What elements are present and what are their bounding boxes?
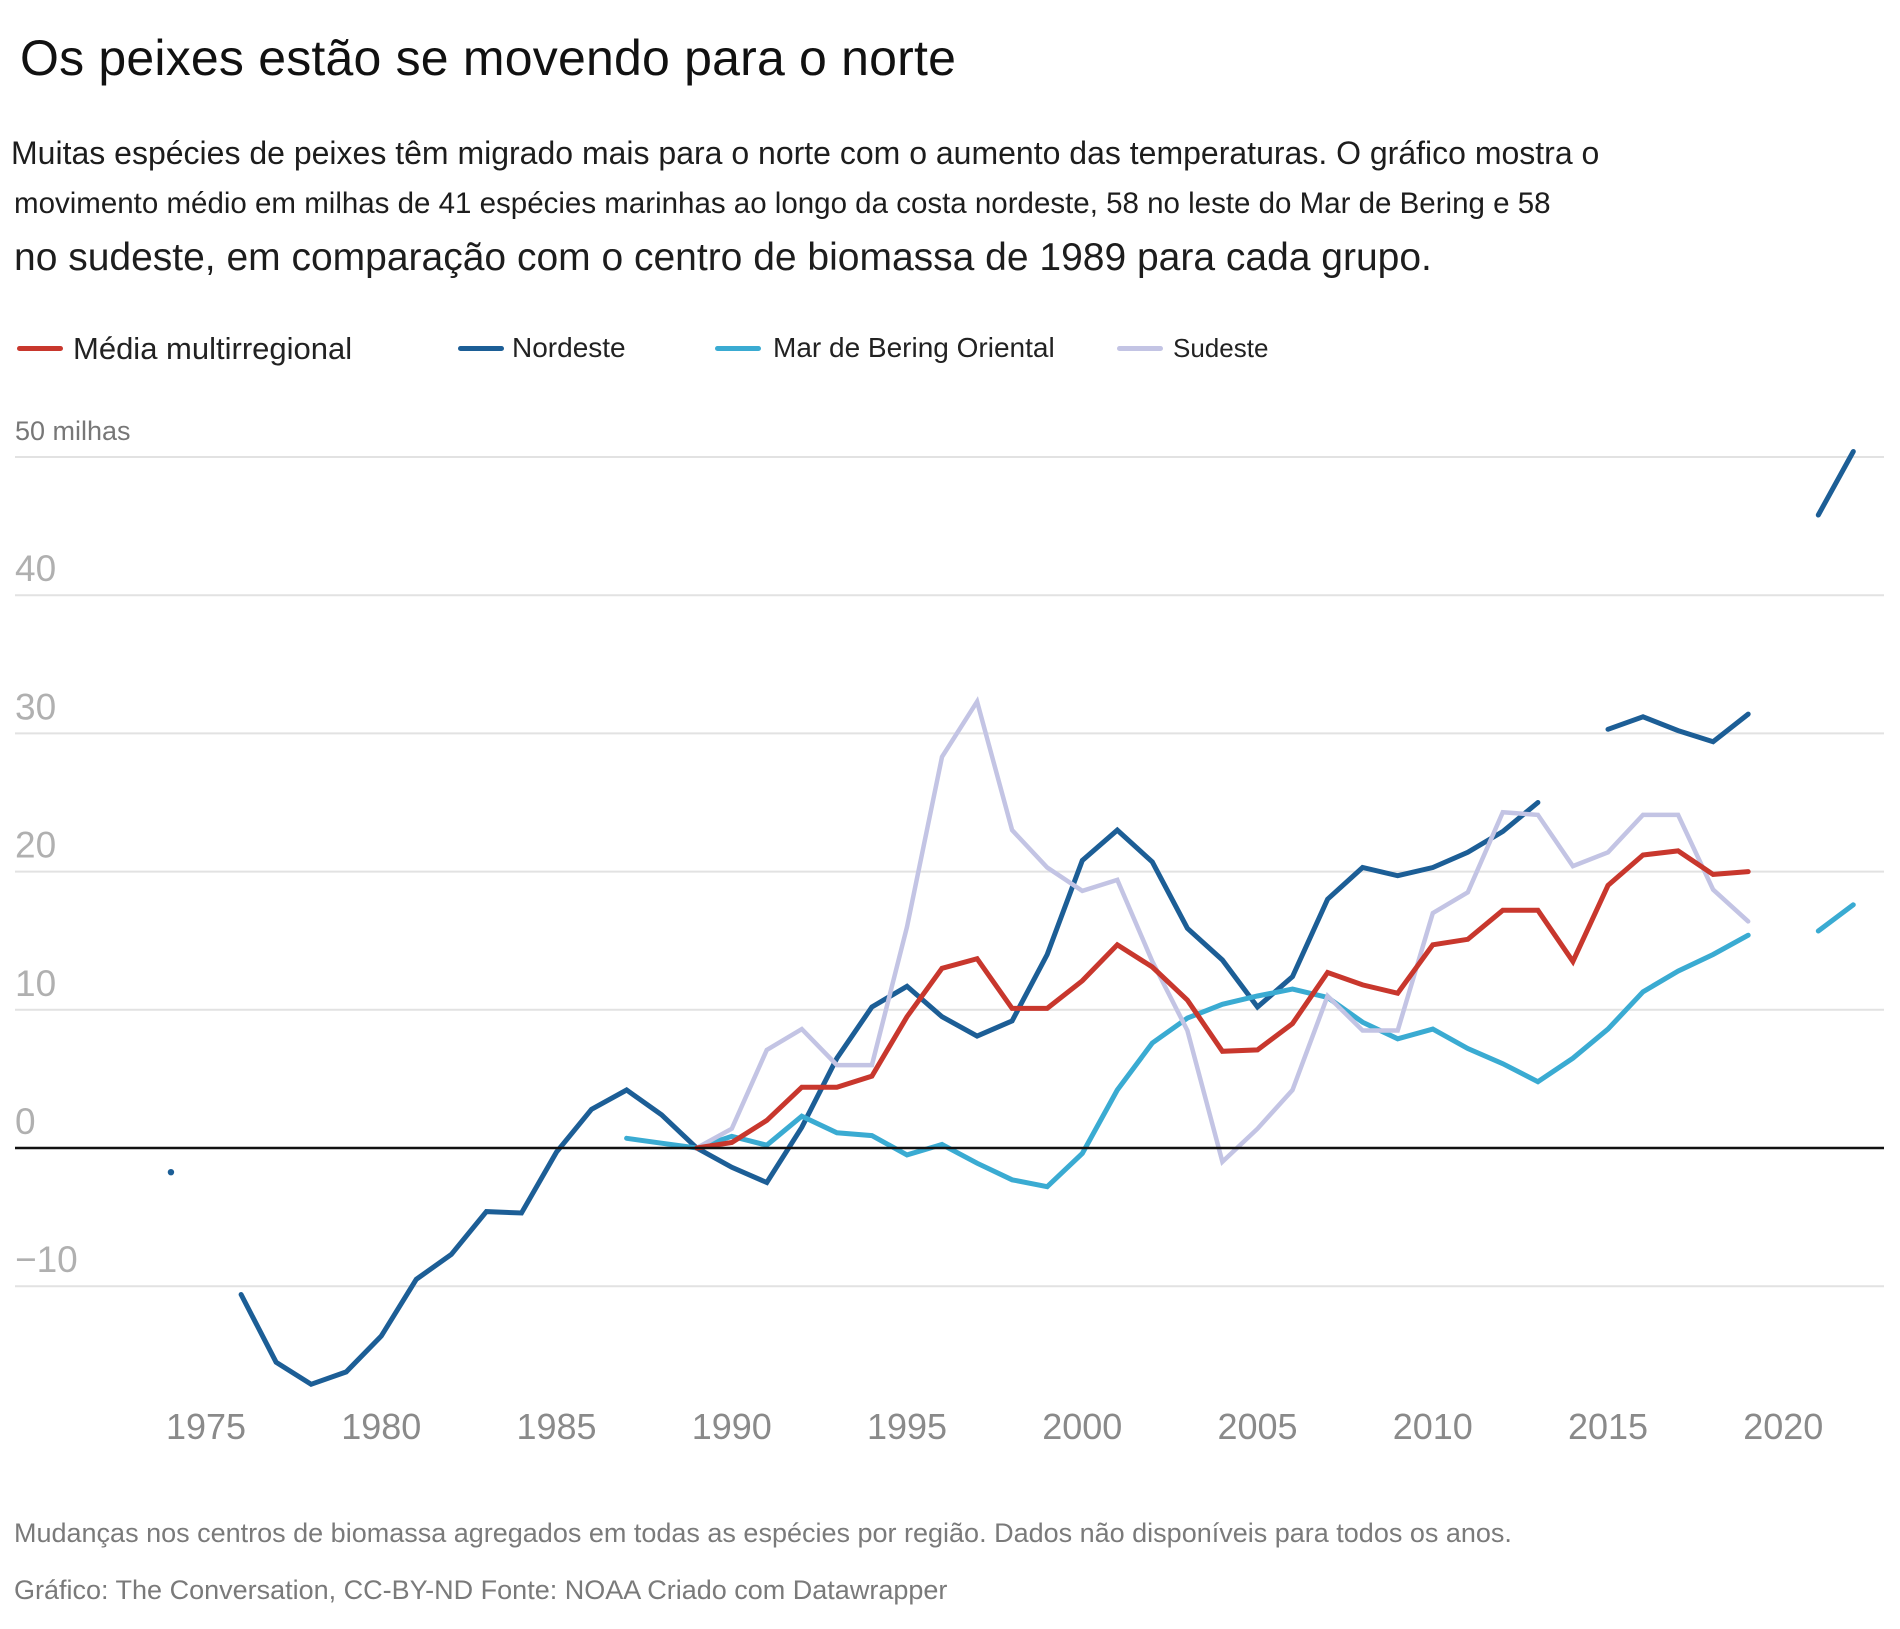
chart-subtitle-line-2: movimento médio em milhas de 41 espécies… xyxy=(14,187,1551,220)
series-line-segment xyxy=(694,848,1751,1151)
legend-item-mar-de-bering: Mar de Bering Oriental xyxy=(715,330,1055,366)
series-line-segment xyxy=(624,932,1751,1190)
y-tick-label: 30 xyxy=(15,686,56,727)
y-tick-label: 10 xyxy=(15,963,56,1004)
legend-label: Média multirregional xyxy=(73,330,353,366)
series-line-segment xyxy=(238,800,1541,1388)
x-tick-label: 2010 xyxy=(1393,1406,1473,1447)
legend-item-media-multirregional: Média multirregional xyxy=(17,330,352,366)
series-line-segment xyxy=(694,696,1751,1167)
series-nordeste xyxy=(167,449,1856,1388)
x-tick-label: 1980 xyxy=(341,1406,421,1447)
chart-subtitle-line-3: no sudeste, em comparação com o centro d… xyxy=(14,236,1432,279)
series-point-isolated xyxy=(167,1168,175,1176)
x-tick-label: 2015 xyxy=(1568,1406,1648,1447)
series-mar-de-bering-oriental xyxy=(624,902,1856,1190)
legend-swatch-sudeste xyxy=(1117,345,1163,351)
legend-item-sudeste: Sudeste xyxy=(1117,330,1268,366)
y-tick-label: 0 xyxy=(15,1101,36,1142)
x-tick-label: 2000 xyxy=(1042,1406,1122,1447)
series-line-segment xyxy=(1815,449,1856,518)
legend-swatch-media xyxy=(17,345,63,351)
y-axis-unit-label: 50 milhas xyxy=(15,416,131,446)
legend-label: Mar de Bering Oriental xyxy=(773,332,1055,363)
x-tick-label: 1990 xyxy=(692,1406,772,1447)
series-line-segment xyxy=(1605,711,1751,745)
series-lines xyxy=(167,449,1856,1388)
series-media-multirregional xyxy=(694,848,1751,1151)
chart-title: Os peixes estão se movendo para o norte xyxy=(20,30,957,86)
legend-swatch-nordeste xyxy=(458,345,504,351)
legend-label: Nordeste xyxy=(512,332,626,363)
y-tick-label: 20 xyxy=(15,825,56,866)
x-tick-label: 1985 xyxy=(516,1406,596,1447)
y-tick-label: −10 xyxy=(15,1239,78,1280)
y-axis-tick-labels: 40 30 20 10 0 −10 xyxy=(15,548,78,1280)
legend-swatch-mar-de-bering xyxy=(715,345,761,351)
chart-footnote: Mudanças nos centros de biomassa agregad… xyxy=(14,1518,1512,1548)
series-sudeste xyxy=(694,696,1751,1167)
gridlines xyxy=(15,456,1884,1288)
legend-item-nordeste: Nordeste xyxy=(458,330,626,366)
x-tick-label: 2005 xyxy=(1217,1406,1297,1447)
legend-label: Sudeste xyxy=(1173,333,1269,363)
x-axis-tick-labels: 1975 1980 1985 1990 1995 2000 2005 2010 2015 2020 xyxy=(166,1406,1823,1447)
y-tick-label: 40 xyxy=(15,548,56,589)
chart-subtitle-line-1: Muitas espécies de peixes têm migrado ma… xyxy=(11,135,1600,171)
x-tick-label: 1995 xyxy=(867,1406,947,1447)
chart-credit: Gráfico: The Conversation, CC-BY-ND Font… xyxy=(14,1575,948,1605)
x-tick-label: 2020 xyxy=(1743,1406,1823,1447)
x-tick-label: 1975 xyxy=(166,1406,246,1447)
series-line-segment xyxy=(1815,902,1856,934)
